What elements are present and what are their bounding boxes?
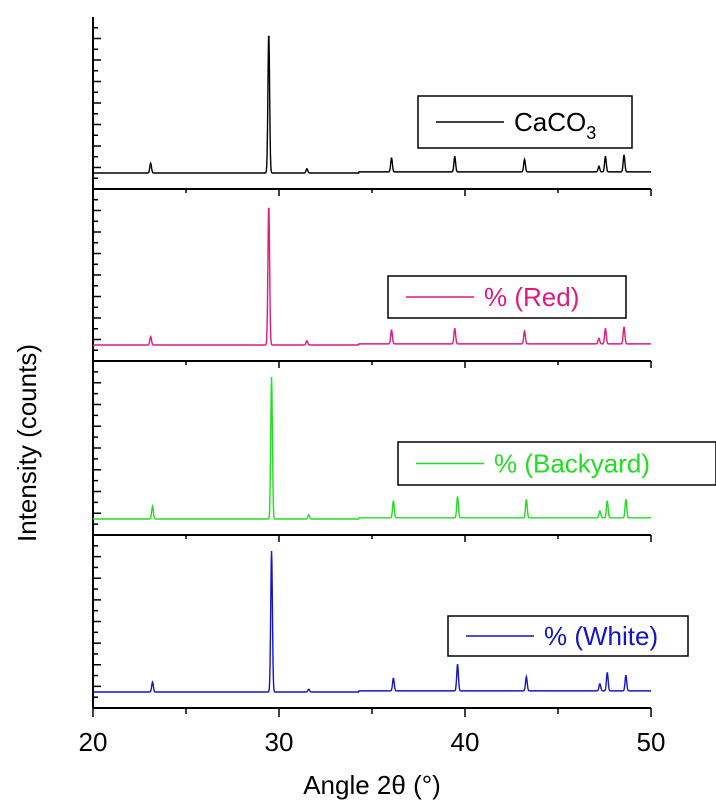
x-tick-label: 20 (79, 727, 108, 757)
panel-3: % (Backyard) (92, 360, 716, 535)
pattern-line (93, 550, 651, 693)
legend-box (397, 441, 716, 486)
legend-label: % (Red) (484, 282, 579, 312)
pattern-line (93, 35, 651, 174)
pattern-line (93, 376, 651, 520)
y-axis-label: Intensity (counts) (12, 344, 42, 542)
x-axis: 20 30 40 50 (79, 707, 666, 757)
panel-4: % (White) (92, 534, 689, 708)
panel-2: % (Red) (92, 188, 652, 361)
legend-label: % (Backyard) (494, 449, 650, 479)
x-tick-label: 40 (451, 727, 480, 757)
panel-1: CaCO3 (92, 17, 651, 189)
pattern-line (93, 207, 651, 346)
x-tick-label: 50 (637, 727, 666, 757)
x-axis-label: Angle 2θ (°) (303, 770, 441, 800)
legend-1: CaCO3 (417, 95, 633, 149)
chart-panels: CaCO3 % (Red) % (Backyard) % (White) (92, 17, 716, 708)
legend-subscript: 3 (586, 123, 596, 143)
legend-3: % (Backyard) (397, 441, 716, 486)
x-tick-label: 30 (265, 727, 294, 757)
legend-4: % (White) (447, 615, 689, 657)
legend-label: % (White) (544, 621, 658, 651)
legend-2: % (Red) (387, 275, 627, 319)
